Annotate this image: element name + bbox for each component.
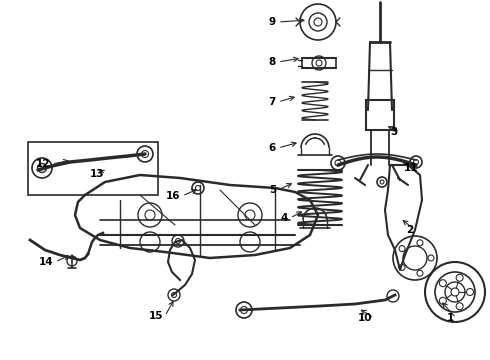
Text: 10: 10 bbox=[358, 313, 372, 323]
Text: 14: 14 bbox=[38, 257, 53, 267]
Text: 8: 8 bbox=[269, 57, 276, 67]
Text: 15: 15 bbox=[148, 311, 163, 321]
Text: 13: 13 bbox=[90, 169, 104, 179]
Text: 7: 7 bbox=[269, 97, 276, 107]
Text: 5: 5 bbox=[269, 185, 276, 195]
Text: 9: 9 bbox=[269, 17, 276, 27]
Text: 6: 6 bbox=[269, 143, 276, 153]
Text: 1: 1 bbox=[447, 313, 454, 323]
Text: 4: 4 bbox=[281, 213, 288, 223]
Bar bbox=[28, 142, 158, 195]
Text: 16: 16 bbox=[166, 191, 180, 201]
Text: 12: 12 bbox=[35, 159, 50, 169]
Text: 3: 3 bbox=[391, 127, 398, 137]
Text: 2: 2 bbox=[406, 225, 413, 235]
Text: 11: 11 bbox=[403, 163, 418, 173]
